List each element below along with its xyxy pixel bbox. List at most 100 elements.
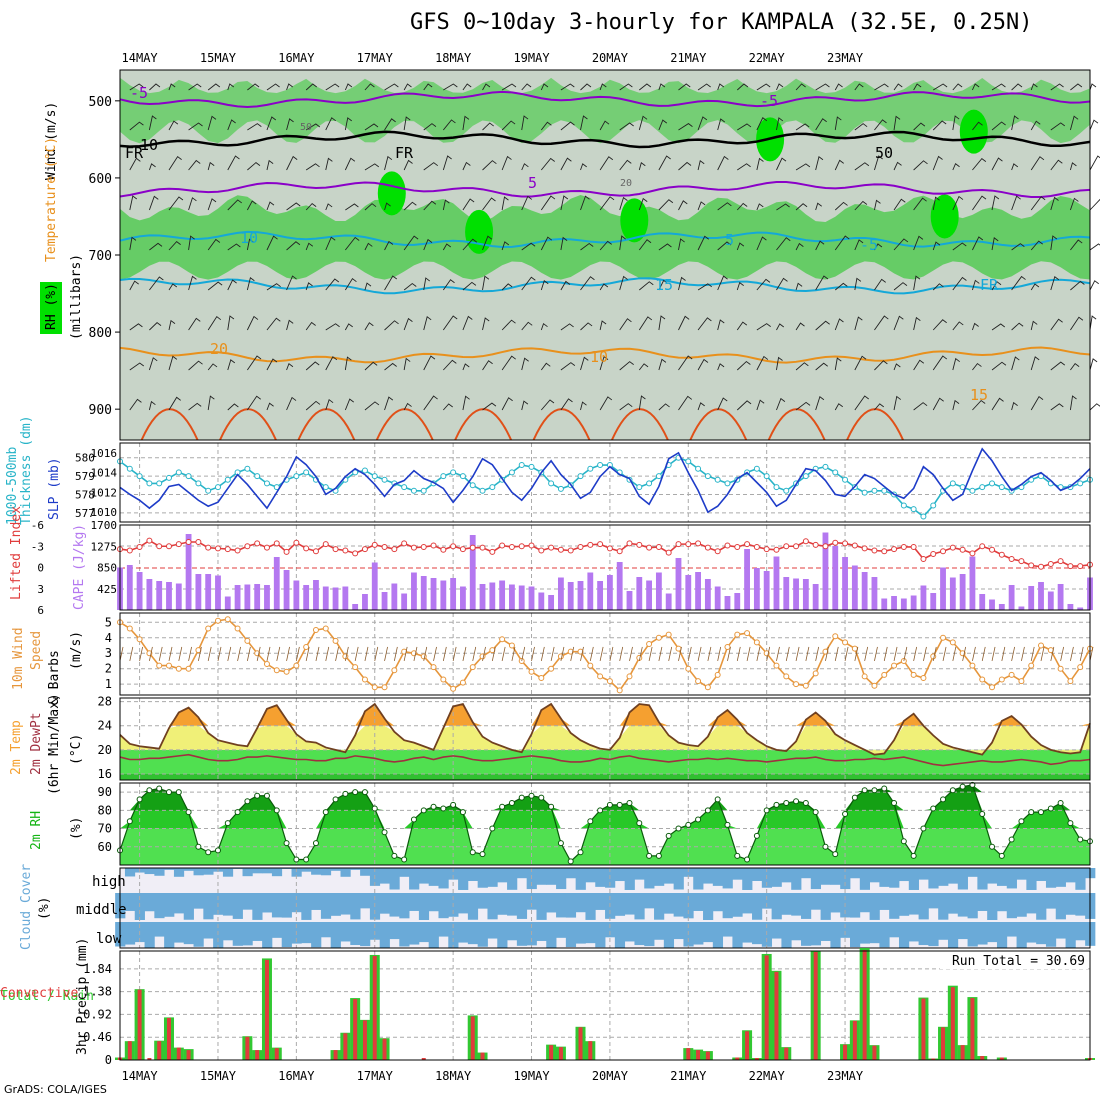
cloud-bar bbox=[654, 893, 665, 920]
wind-barb bbox=[227, 315, 235, 331]
isotherm-line bbox=[119, 277, 1091, 295]
cloud-bar bbox=[232, 922, 243, 946]
wind-speed-line-marker bbox=[1018, 678, 1025, 685]
wind-barb bbox=[247, 123, 262, 131]
cloud-bar bbox=[889, 868, 900, 888]
axis-label-wind: Wind (m/s) bbox=[44, 102, 59, 180]
wind-barb-10m bbox=[854, 646, 859, 662]
wind-barb bbox=[580, 242, 594, 251]
cloud-bar bbox=[477, 868, 488, 888]
contour-label: 10 bbox=[240, 229, 258, 247]
wind-barb bbox=[717, 319, 725, 331]
wind-speed-line-marker bbox=[499, 636, 506, 643]
wind-barb bbox=[1089, 83, 1097, 91]
wind-barb bbox=[1030, 83, 1038, 91]
wind-barb bbox=[384, 83, 399, 91]
lifted-index-line-marker bbox=[773, 546, 780, 553]
wind-barb bbox=[795, 163, 811, 171]
thickness-line-marker bbox=[410, 487, 417, 494]
cape-bar bbox=[548, 595, 555, 610]
cloud-bar bbox=[869, 868, 880, 883]
wind-speed-line-marker bbox=[273, 667, 280, 674]
wind-barb bbox=[286, 362, 294, 371]
wind-barb bbox=[286, 241, 301, 251]
cape-bar bbox=[861, 572, 868, 610]
cloud-bar bbox=[360, 893, 371, 909]
cape-bar bbox=[509, 584, 515, 610]
wind-barb bbox=[599, 240, 612, 251]
cloud-bar bbox=[320, 893, 332, 919]
wind-barb-10m bbox=[903, 646, 908, 662]
lifted-index-line-marker bbox=[979, 543, 986, 550]
rh-marker bbox=[616, 801, 623, 808]
wind-barb bbox=[148, 163, 156, 171]
wind-barb-10m bbox=[825, 646, 829, 662]
cloud-bar bbox=[124, 893, 136, 911]
wind-speed-line-marker bbox=[685, 665, 692, 672]
precip-convective-bar bbox=[333, 1050, 338, 1060]
wind-barb bbox=[815, 240, 825, 251]
wind-barb bbox=[423, 200, 437, 211]
cloud-bar bbox=[242, 868, 253, 877]
wind-barb bbox=[482, 275, 490, 291]
cape-bar bbox=[812, 584, 819, 610]
wind-barb bbox=[1070, 83, 1083, 91]
wind-barb-10m bbox=[1011, 646, 1016, 662]
wind-barb-10m bbox=[864, 646, 869, 662]
wind-speed-line-marker bbox=[1067, 678, 1074, 685]
cloud-bar bbox=[565, 893, 577, 918]
date-label-top: 19MAY bbox=[513, 51, 550, 65]
cloud-bar bbox=[898, 893, 910, 916]
panel-frame-temperature bbox=[119, 697, 1091, 781]
wind-barb bbox=[129, 236, 137, 251]
wind-barb bbox=[168, 355, 178, 371]
cloud-bar bbox=[683, 868, 694, 877]
contour-label: FR bbox=[125, 144, 144, 162]
lifted-index-line-marker bbox=[1008, 556, 1015, 562]
cape-bar bbox=[1047, 591, 1054, 610]
wind-barb bbox=[874, 243, 883, 251]
cape-bar bbox=[959, 574, 966, 610]
cloud-bar bbox=[947, 893, 959, 914]
cloud-bar bbox=[311, 922, 322, 948]
wind-barb-10m bbox=[393, 646, 398, 662]
wind-barb bbox=[972, 121, 983, 131]
wind-barb bbox=[462, 281, 477, 291]
wind-barb bbox=[991, 83, 1006, 91]
wind-barb bbox=[893, 282, 908, 291]
wind-barb-10m bbox=[256, 646, 261, 662]
rh-marker bbox=[969, 781, 976, 788]
lifted-index-line-marker bbox=[851, 542, 858, 549]
wind-barb-10m bbox=[462, 646, 467, 662]
lifted-index-line-marker bbox=[459, 546, 466, 553]
wind-barb bbox=[266, 358, 278, 371]
wind-barb bbox=[1030, 395, 1044, 411]
cloud-bar bbox=[556, 868, 567, 890]
wind-speed-line-marker bbox=[969, 662, 976, 669]
cloud-bar bbox=[291, 868, 302, 877]
rh-marker bbox=[342, 790, 349, 797]
precip-tick-label: 0 bbox=[105, 1053, 112, 1067]
wind-barb bbox=[1050, 318, 1063, 331]
wind-barb bbox=[599, 355, 609, 371]
lifted-index-line-marker bbox=[548, 544, 555, 551]
wind-barb bbox=[462, 238, 478, 251]
cloud-bar bbox=[771, 922, 782, 939]
wind-speed-line-marker bbox=[802, 682, 809, 689]
cloud-bar bbox=[173, 922, 185, 943]
wind-barb-10m bbox=[540, 646, 545, 662]
thickness-line-marker bbox=[450, 469, 457, 476]
wind-barb bbox=[521, 163, 529, 171]
cloud-bar bbox=[252, 868, 263, 874]
cloud-bar bbox=[585, 868, 596, 883]
cloud-bar bbox=[154, 893, 165, 919]
wind-barb bbox=[913, 160, 928, 171]
wind-barb bbox=[756, 323, 771, 331]
wind-barb bbox=[1011, 401, 1018, 411]
thickness-line-marker bbox=[479, 487, 486, 494]
cloud-bar bbox=[428, 893, 439, 912]
wind-barb bbox=[462, 115, 470, 131]
cloud-bar bbox=[732, 922, 743, 948]
wind-barb bbox=[442, 155, 452, 171]
cloud-bar bbox=[624, 893, 635, 915]
